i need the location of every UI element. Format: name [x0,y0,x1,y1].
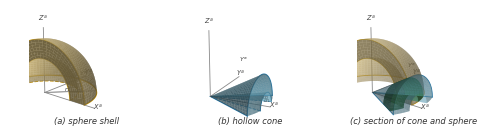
Text: (b) hollow cone: (b) hollow cone [218,117,282,126]
Text: (c) section of cone and sphere: (c) section of cone and sphere [350,117,478,126]
Text: (a) sphere shell: (a) sphere shell [54,117,119,126]
